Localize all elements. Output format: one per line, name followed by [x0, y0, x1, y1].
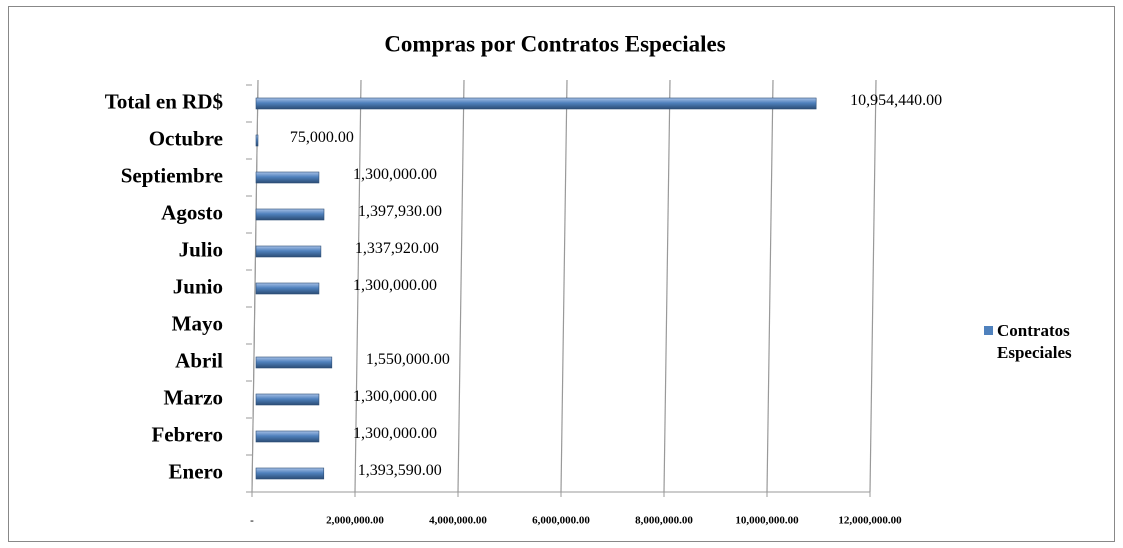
bar: [255, 393, 320, 406]
legend: Contratos Especiales: [984, 320, 1107, 364]
data-label: 75,000.00: [290, 129, 354, 146]
bar: [255, 356, 333, 369]
data-label: 1,397,930.00: [358, 203, 442, 220]
legend-swatch: [984, 326, 993, 335]
y-tick-label: Febrero: [151, 422, 223, 446]
x-tick-label: 10,000,000.00: [735, 515, 799, 527]
bar: [255, 134, 259, 147]
x-tick-label: 4,000,000.00: [429, 515, 487, 527]
grid-line: [766, 79, 774, 493]
data-label: 1,393,590.00: [358, 462, 442, 479]
bar: [255, 97, 817, 110]
grid-line: [560, 79, 568, 493]
x-tick-label: 2,000,000.00: [326, 515, 384, 527]
y-tick-label: Junio: [173, 274, 223, 298]
bar: [255, 282, 320, 295]
data-label: 1,337,920.00: [355, 240, 439, 257]
grid-line: [663, 79, 671, 493]
y-tick-label: Septiembre: [121, 163, 223, 187]
chart-title: Compras por Contratos Especiales: [384, 31, 725, 56]
data-label: 1,300,000.00: [353, 166, 437, 183]
bar: [255, 245, 322, 258]
y-tick-label: Octubre: [149, 126, 223, 150]
bar: [255, 171, 320, 184]
y-tick-label: Enero: [169, 459, 223, 483]
grid-line: [251, 79, 259, 493]
bar: [255, 430, 320, 443]
legend-label: Contratos Especiales: [997, 321, 1072, 362]
bar: [255, 467, 325, 480]
x-tick-label: -: [250, 515, 254, 527]
x-tick-label: 6,000,000.00: [532, 515, 590, 527]
grid-line: [457, 79, 465, 493]
y-tick-label: Mayo: [172, 311, 223, 335]
data-label: 1,300,000.00: [353, 388, 437, 405]
data-label: 1,300,000.00: [353, 277, 437, 294]
y-tick-label: Total en RD$: [105, 89, 223, 113]
grid-line: [869, 79, 877, 493]
chart-frame: [8, 6, 1115, 542]
bar: [255, 208, 325, 221]
x-tick-label: 12,000,000.00: [838, 515, 902, 527]
data-label: 10,954,440.00: [850, 92, 942, 109]
grid-line: [354, 79, 362, 493]
y-tick-label: Marzo: [164, 385, 223, 409]
x-tick-label: 8,000,000.00: [635, 515, 693, 527]
y-tick-label: Abril: [175, 348, 223, 372]
y-tick-label: Agosto: [161, 200, 223, 224]
data-label: 1,550,000.00: [366, 351, 450, 368]
data-label: 1,300,000.00: [353, 425, 437, 442]
y-tick-label: Julio: [179, 237, 223, 261]
